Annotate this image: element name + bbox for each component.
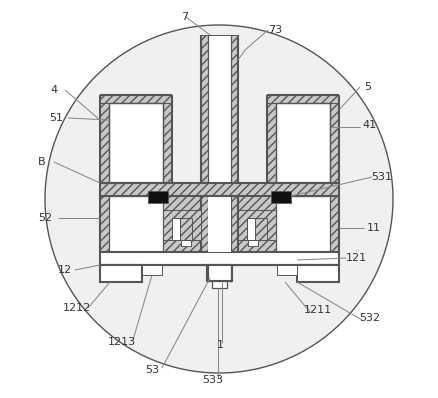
Polygon shape <box>266 95 338 103</box>
Bar <box>172 218 180 240</box>
Polygon shape <box>162 196 201 252</box>
Bar <box>212 281 226 288</box>
Polygon shape <box>100 183 338 196</box>
Text: 52: 52 <box>38 213 52 223</box>
Text: B: B <box>38 157 46 167</box>
Bar <box>208 183 230 252</box>
Text: 53: 53 <box>145 365 159 375</box>
Bar <box>247 218 254 240</box>
Bar <box>276 196 329 252</box>
Text: 1213: 1213 <box>108 337 136 347</box>
Polygon shape <box>266 95 276 183</box>
Polygon shape <box>100 196 338 252</box>
Polygon shape <box>100 95 109 183</box>
Text: 12: 12 <box>58 265 72 275</box>
Bar <box>109 196 162 252</box>
Bar <box>208 35 230 183</box>
Text: 533: 533 <box>202 375 223 385</box>
Bar <box>180 240 191 246</box>
Bar <box>141 265 162 275</box>
Bar <box>270 191 290 203</box>
Polygon shape <box>329 95 338 183</box>
Bar <box>276 103 329 183</box>
Polygon shape <box>162 95 172 183</box>
Text: 531: 531 <box>371 172 392 182</box>
Text: 532: 532 <box>359 313 380 323</box>
Bar <box>148 191 168 203</box>
Polygon shape <box>237 210 276 240</box>
Text: 1: 1 <box>216 340 223 350</box>
Text: 1212: 1212 <box>63 303 91 313</box>
Bar <box>100 265 141 282</box>
Bar <box>247 240 258 246</box>
Bar <box>297 265 338 282</box>
Polygon shape <box>201 35 208 183</box>
Polygon shape <box>230 35 237 183</box>
Text: 5: 5 <box>364 82 371 92</box>
Polygon shape <box>237 196 276 252</box>
Text: 121: 121 <box>345 253 366 263</box>
Bar <box>237 210 276 240</box>
Polygon shape <box>162 210 201 240</box>
Bar <box>100 252 338 265</box>
Text: 11: 11 <box>366 223 380 233</box>
Text: 4: 4 <box>50 85 57 95</box>
Polygon shape <box>100 95 172 103</box>
Text: 73: 73 <box>267 25 282 35</box>
Polygon shape <box>172 218 191 240</box>
Bar <box>162 210 201 240</box>
Circle shape <box>45 25 392 373</box>
Bar <box>207 265 231 281</box>
Polygon shape <box>247 218 266 240</box>
Bar <box>276 265 297 275</box>
Text: 41: 41 <box>362 120 376 130</box>
Text: 51: 51 <box>49 113 63 123</box>
Text: 7: 7 <box>181 12 188 22</box>
Bar <box>109 103 162 183</box>
Text: 1211: 1211 <box>303 305 331 315</box>
